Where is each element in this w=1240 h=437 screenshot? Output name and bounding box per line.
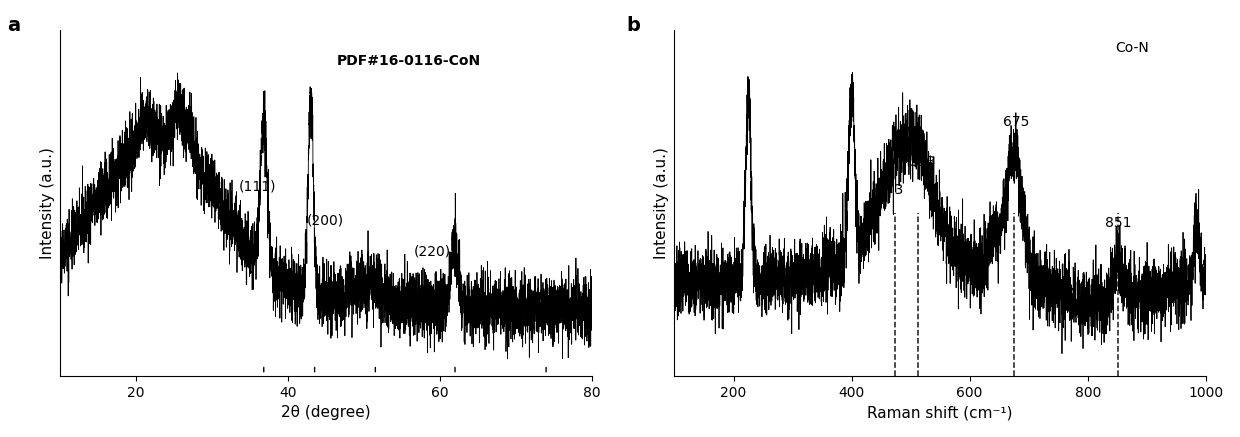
Text: Co-N: Co-N — [1116, 41, 1149, 55]
Text: (200): (200) — [308, 213, 345, 227]
Text: 513: 513 — [910, 155, 936, 170]
X-axis label: 2θ (degree): 2θ (degree) — [281, 406, 371, 420]
Text: b: b — [626, 16, 641, 35]
X-axis label: Raman shift (cm⁻¹): Raman shift (cm⁻¹) — [867, 406, 1013, 420]
Text: (111): (111) — [239, 179, 277, 193]
Y-axis label: Intensity (a.u.): Intensity (a.u.) — [40, 147, 55, 259]
Text: 851: 851 — [1105, 216, 1132, 230]
Text: 675: 675 — [1003, 114, 1029, 128]
Text: (220): (220) — [413, 245, 450, 259]
Y-axis label: Intensity (a.u.): Intensity (a.u.) — [653, 147, 668, 259]
Text: PDF#16-0116-CoN: PDF#16-0116-CoN — [336, 54, 481, 68]
Text: a: a — [7, 16, 20, 35]
Text: 473: 473 — [877, 184, 903, 198]
